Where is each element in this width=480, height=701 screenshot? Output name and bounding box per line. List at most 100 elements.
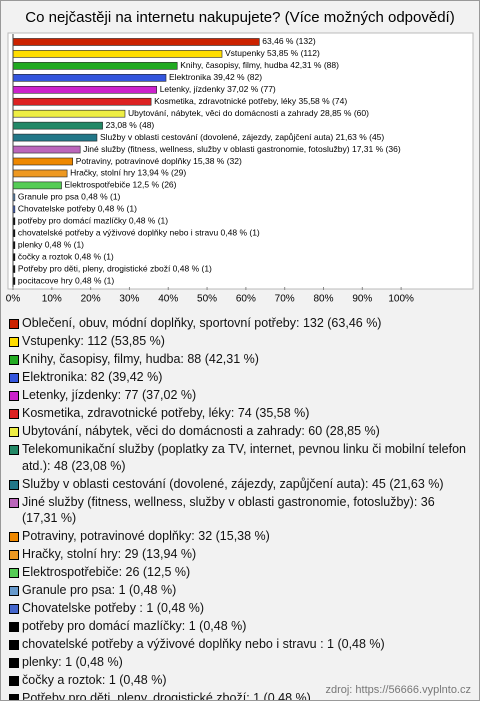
bar <box>12 62 178 70</box>
x-tick-label: 30% <box>119 294 139 305</box>
x-tick-label: 10% <box>42 294 62 305</box>
value-label: Hračky, stolní hry 13,94 % (29) <box>70 168 186 178</box>
legend-label: potřeby pro domácí mazlíčky: 1 (0,48 %) <box>22 619 247 633</box>
legend-label: Vstupenky: 112 (53,85 %) <box>22 334 165 348</box>
legend-item: chovatelské potřeby a výživové doplňky n… <box>8 636 470 653</box>
legend-label: chovatelské potřeby a výživové doplňky n… <box>22 637 385 651</box>
legend-item: Kosmetika, zdravotnické potřeby, léky: 7… <box>8 405 470 422</box>
bar <box>12 97 152 106</box>
value-label: Ubytování, nábytek, věci do domácnosti a… <box>128 108 369 118</box>
chart: Co nejčastěji na internetu nakupujete? (… <box>6 9 474 305</box>
legend-swatch <box>9 445 19 455</box>
value-label: Elektronika 39,42 % (82) <box>169 72 262 82</box>
bar <box>12 133 98 142</box>
legend-label: Služby v oblasti cestování (dovolené, zá… <box>22 476 444 491</box>
legend-item: Letenky, jízdenky: 77 (37,02 %) <box>8 387 470 404</box>
legend-label: plenky: 1 (0,48 %) <box>22 655 123 669</box>
chart-title: Co nejčastěji na internetu nakupujete? (… <box>25 9 454 26</box>
legend-label: Granule pro psa: 1 (0,48 %) <box>22 583 177 597</box>
value-label: Služby v oblasti cestování (dovolené, zá… <box>100 132 384 142</box>
legend-swatch <box>9 586 19 596</box>
legend-swatch <box>9 604 19 614</box>
legend-swatch <box>9 427 19 437</box>
legend-swatch <box>9 658 19 668</box>
value-label: Knihy, časopisy, filmy, hudba 42,31 % (8… <box>180 60 339 70</box>
legend-label: čočky a roztok: 1 (0,48 %) <box>22 673 167 687</box>
x-tick-label: 70% <box>275 294 295 305</box>
legend-item: Granule pro psa: 1 (0,48 %) <box>8 582 470 599</box>
legend-item: Hračky, stolní hry: 29 (13,94 %) <box>8 546 470 563</box>
bar <box>12 109 126 118</box>
value-label: plenky 0,48 % (1) <box>18 239 84 249</box>
value-label: potřeby pro domácí mazlíčky 0,48 % (1) <box>18 216 168 226</box>
value-label: čočky a roztok 0,48 % (1) <box>18 251 114 261</box>
legend-swatch <box>9 640 19 650</box>
legend-label: Chovatelske potřeby : 1 (0,48 %) <box>22 601 205 615</box>
legend-swatch <box>9 337 19 347</box>
legend-swatch <box>9 622 19 632</box>
value-label: chovatelské potřeby a výživové doplňky n… <box>18 227 260 237</box>
legend-item: Potřeby pro děti, pleny, drogistické zbo… <box>8 690 470 701</box>
legend-item: Elektronika: 82 (39,42 %) <box>8 369 470 386</box>
legend-label: Oblečení, obuv, módní doplňky, sportovní… <box>22 316 382 330</box>
legend-item: Vstupenky: 112 (53,85 %) <box>8 333 470 350</box>
bar <box>12 121 103 130</box>
legend-swatch <box>9 355 19 365</box>
legend-swatch <box>9 550 19 560</box>
bar <box>12 169 68 178</box>
value-label: Chovatelske potřeby 0,48 % (1) <box>18 204 137 214</box>
value-label: Vstupenky 53,85 % (112) <box>225 48 320 58</box>
x-tick-label: 50% <box>197 294 217 305</box>
legend-swatch <box>9 479 19 490</box>
value-label: Potřeby pro děti, pleny, drogistické zbo… <box>18 263 212 273</box>
legend: Oblečení, obuv, módní doplňky, sportovní… <box>8 315 470 701</box>
legend-label: Hračky, stolní hry: 29 (13,94 %) <box>22 547 197 561</box>
bar <box>12 145 81 154</box>
legend-item: Jiné služby (fitness, wellness, služby v… <box>8 494 470 527</box>
legend-item: Služby v oblasti cestování (dovolené, zá… <box>8 476 470 493</box>
legend-label: Jiné služby (fitness, wellness, služby v… <box>22 494 435 526</box>
bar <box>12 38 260 46</box>
legend-label: Elektronika: 82 (39,42 %) <box>22 370 163 384</box>
legend-swatch <box>9 319 19 329</box>
legend-item: Ubytování, nábytek, věci do domácnosti a… <box>8 423 470 440</box>
legend-label: Potřeby pro děti, pleny, drogistické zbo… <box>22 691 311 701</box>
value-label: Jiné služby (fitness, wellness, služby v… <box>83 144 401 154</box>
bar <box>12 157 73 166</box>
legend-label: Knihy, časopisy, filmy, hudba: 88 (42,31… <box>22 352 259 366</box>
x-tick-label: 40% <box>158 294 178 305</box>
legend-label: Kosmetika, zdravotnické potřeby, léky: 7… <box>22 406 310 420</box>
legend-label: Telekomunikační služby (poplatky za TV, … <box>22 442 466 473</box>
value-label: pocitacove hry 0,48 % (1) <box>18 275 115 285</box>
legend-swatch <box>9 568 19 578</box>
legend-swatch <box>9 409 19 419</box>
bar <box>12 74 167 82</box>
legend-swatch <box>9 532 19 542</box>
legend-item: Potraviny, potravinové doplňky: 32 (15,3… <box>8 528 470 545</box>
bar <box>12 181 62 190</box>
legend-swatch <box>9 676 19 686</box>
legend-item: Chovatelske potřeby : 1 (0,48 %) <box>8 600 470 617</box>
x-tick-label: 60% <box>236 294 256 305</box>
value-label: Potraviny, potravinové doplňky 15,38 % (… <box>76 156 242 166</box>
legend-item: potřeby pro domácí mazlíčky: 1 (0,48 %) <box>8 618 470 635</box>
x-tick-label: 80% <box>314 294 334 305</box>
legend-item: Oblečení, obuv, módní doplňky, sportovní… <box>8 315 470 332</box>
value-label: Granule pro psa 0,48 % (1) <box>18 192 121 202</box>
x-tick-label: 90% <box>352 294 372 305</box>
legend-swatch <box>9 497 19 508</box>
legend-item: Telekomunikační služby (poplatky za TV, … <box>8 441 470 474</box>
legend-item: plenky: 1 (0,48 %) <box>8 654 470 671</box>
source: zdroj: https://56666.vyplnto.cz <box>325 684 471 696</box>
bar <box>12 50 223 58</box>
legend-swatch <box>9 694 19 700</box>
legend-swatch <box>9 391 19 401</box>
legend-item: Knihy, časopisy, filmy, hudba: 88 (42,31… <box>8 351 470 368</box>
legend-item: Elektrospotřebiče: 26 (12,5 %) <box>8 564 470 581</box>
legend-item: čočky a roztok: 1 (0,48 %) <box>8 672 470 689</box>
x-tick-label: 20% <box>81 294 101 305</box>
x-tick-label: 0% <box>6 294 21 305</box>
value-label: Elektrospotřebiče 12,5 % (26) <box>65 180 177 190</box>
legend-swatch <box>9 373 19 383</box>
